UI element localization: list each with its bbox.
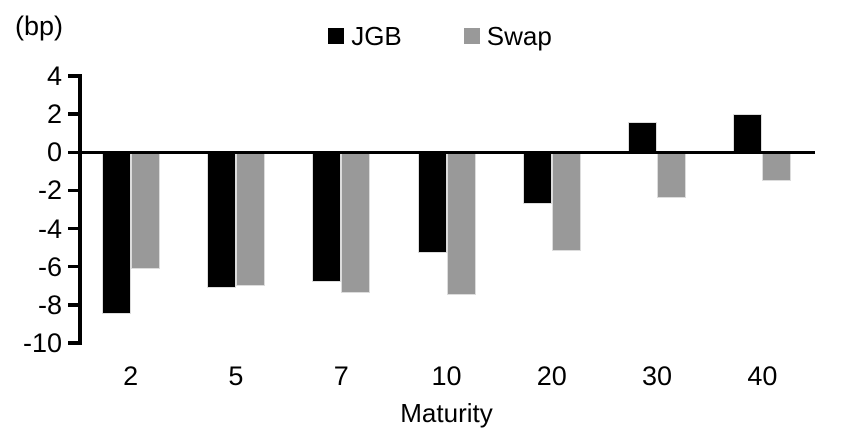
legend: JGB Swap — [0, 21, 852, 51]
legend-item-swap: Swap — [463, 21, 552, 51]
y-tick — [67, 341, 78, 345]
y-tick-label: -4 — [37, 213, 62, 244]
bar-swap-20 — [551, 152, 581, 252]
bar-swap-30 — [657, 152, 687, 199]
jgb-legend-label: JGB — [351, 21, 402, 51]
x-tick-label: 2 — [123, 361, 139, 391]
bar-swap-7 — [341, 152, 371, 294]
jgb-legend-swatch-icon — [328, 28, 345, 44]
swap-legend-label: Swap — [486, 21, 552, 51]
y-tick — [67, 74, 78, 78]
swap-legend-swatch-icon — [463, 28, 480, 44]
y-tick-label: 2 — [46, 99, 62, 130]
y-tick — [67, 264, 78, 269]
y-axis-unit-label: (bp) — [15, 11, 64, 41]
y-tick-label: -2 — [37, 175, 62, 206]
x-tick-label: 20 — [536, 361, 567, 391]
bar-jgb-2 — [101, 152, 131, 315]
y-tick — [67, 188, 78, 193]
bar-jgb-40 — [733, 114, 763, 153]
zero-baseline — [78, 150, 815, 154]
x-tick-label: 30 — [642, 361, 673, 391]
bar-swap-40 — [762, 152, 792, 181]
y-tick-label: -6 — [37, 251, 62, 282]
y-tick-label: 0 — [46, 137, 62, 168]
y-tick — [67, 150, 78, 155]
y-tick — [67, 112, 78, 116]
bar-swap-5 — [235, 152, 265, 286]
y-tick-label: -8 — [37, 289, 62, 320]
bar-swap-2 — [130, 152, 160, 269]
y-tick — [67, 226, 78, 231]
bar-jgb-30 — [628, 121, 658, 153]
x-tick-label: 5 — [228, 361, 244, 391]
legend-item-jgb: JGB — [328, 21, 402, 51]
bar-jgb-20 — [522, 152, 552, 204]
x-tick-label: 10 — [431, 361, 462, 391]
bar-jgb-5 — [206, 152, 236, 288]
bar-swap-10 — [446, 152, 476, 296]
x-axis-title: Maturity — [400, 398, 493, 428]
x-tick-label: 40 — [747, 361, 778, 391]
y-tick — [67, 303, 78, 307]
y-axis-line — [78, 74, 82, 345]
x-tick-label: 7 — [333, 361, 349, 391]
bar-jgb-7 — [312, 152, 342, 282]
y-tick-label: 4 — [46, 61, 62, 91]
bar-jgb-10 — [417, 152, 447, 254]
y-tick-label: -10 — [22, 328, 62, 358]
